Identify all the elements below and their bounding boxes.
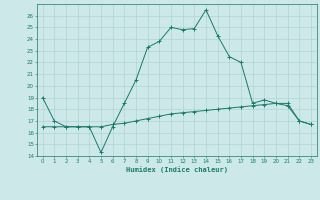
X-axis label: Humidex (Indice chaleur): Humidex (Indice chaleur) xyxy=(126,166,228,173)
